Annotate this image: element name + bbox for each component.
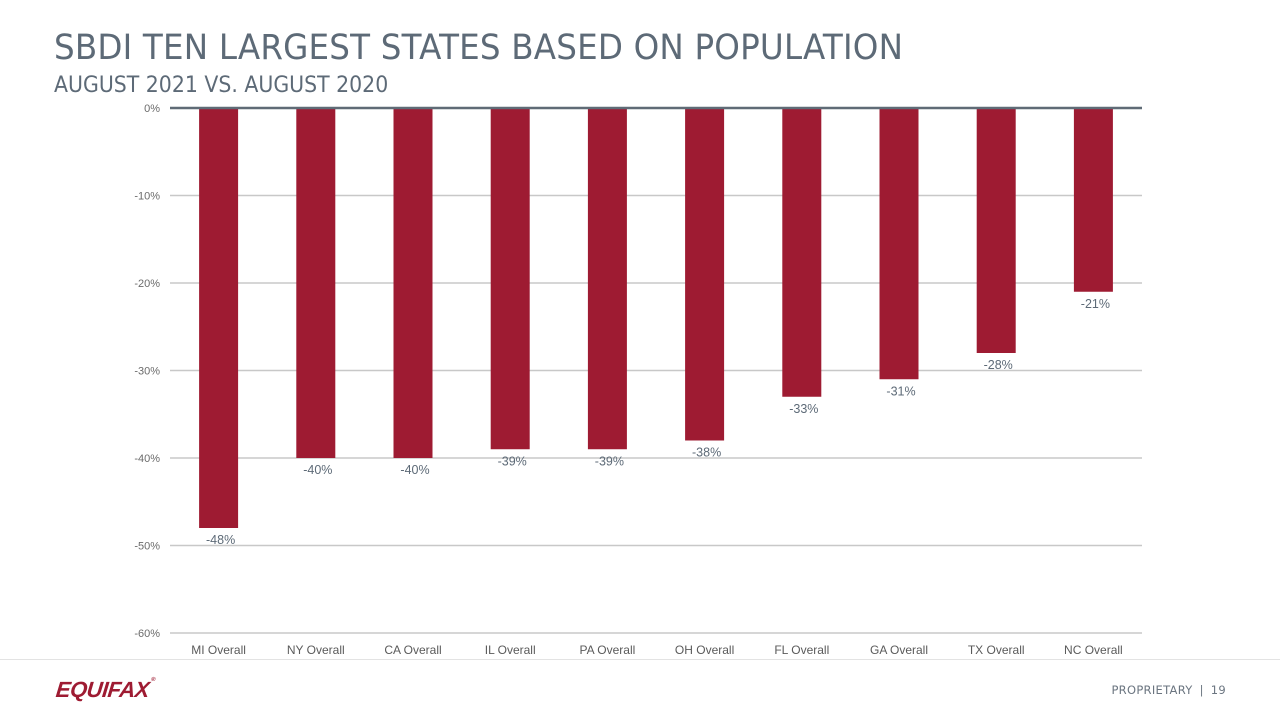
y-tick-label: -20% bbox=[134, 278, 160, 290]
chart-subtitle: AUGUST 2021 VS. AUGUST 2020 bbox=[54, 73, 389, 98]
data-label: -38% bbox=[692, 446, 721, 460]
data-label: -31% bbox=[886, 384, 915, 398]
bar bbox=[490, 108, 530, 450]
data-label: -28% bbox=[984, 358, 1013, 372]
x-tick-label: IL Overall bbox=[485, 643, 536, 657]
footer-info: PROPRIETARY | 19 bbox=[1111, 683, 1226, 697]
data-label: -40% bbox=[303, 463, 332, 477]
bar bbox=[782, 108, 822, 397]
x-axis-tick-labels: MI Overall NY Overall CA Overall IL Overall… bbox=[191, 643, 1122, 657]
x-tick-label: TX Overall bbox=[968, 643, 1025, 657]
bar bbox=[296, 108, 336, 458]
x-tick-label: CA Overall bbox=[384, 643, 441, 657]
y-tick-label: -50% bbox=[134, 541, 160, 553]
data-label: -39% bbox=[595, 454, 624, 468]
x-tick-label: NC Overall bbox=[1064, 643, 1123, 657]
logo-text: EQUIFAX bbox=[54, 677, 151, 702]
registered-mark: ® bbox=[150, 677, 156, 683]
y-tick-label: -10% bbox=[134, 191, 160, 203]
x-tick-label: MI Overall bbox=[191, 643, 246, 657]
bar bbox=[879, 108, 919, 380]
bar bbox=[1073, 108, 1113, 292]
x-tick-label: GA Overall bbox=[870, 643, 928, 657]
x-tick-label: NY Overall bbox=[287, 643, 345, 657]
data-label: -21% bbox=[1081, 297, 1110, 311]
data-labels: -48% -40% -40% -39% -39% -38% -33% -31% -28% -21% bbox=[206, 297, 1110, 547]
page-number: 19 bbox=[1210, 683, 1226, 697]
x-tick-label: OH Overall bbox=[675, 643, 734, 657]
bar bbox=[393, 108, 433, 458]
bar-chart: 0%-10%-20%-30%-40%-50%-60% -48%-40% -40%-… bbox=[134, 103, 1142, 657]
y-axis-tick-labels: 0% -10% -20% -30% -40% -50% -60% bbox=[134, 103, 160, 640]
data-label: -39% bbox=[498, 454, 527, 468]
equifax-logo: EQUIFAX® bbox=[55, 677, 156, 703]
bar bbox=[199, 108, 239, 528]
footer-separator: | bbox=[1199, 683, 1204, 697]
data-label: -33% bbox=[789, 402, 818, 416]
chart-title: SBDI TEN LARGEST STATES BASED ON POPULAT… bbox=[54, 28, 904, 68]
data-label: -48% bbox=[206, 533, 235, 547]
bar bbox=[976, 108, 1016, 353]
data-label: -40% bbox=[400, 463, 429, 477]
x-tick-label: FL Overall bbox=[774, 643, 829, 657]
y-tick-label: -30% bbox=[134, 366, 160, 378]
y-tick-label: 0% bbox=[144, 103, 160, 115]
bars bbox=[199, 108, 1113, 528]
proprietary-label: PROPRIETARY bbox=[1111, 683, 1193, 697]
bar bbox=[587, 108, 627, 450]
y-tick-label: -40% bbox=[134, 453, 160, 465]
x-tick-label: PA Overall bbox=[579, 643, 635, 657]
bar bbox=[685, 108, 725, 441]
footer-divider bbox=[0, 659, 1280, 660]
y-tick-label: -60% bbox=[134, 628, 160, 640]
